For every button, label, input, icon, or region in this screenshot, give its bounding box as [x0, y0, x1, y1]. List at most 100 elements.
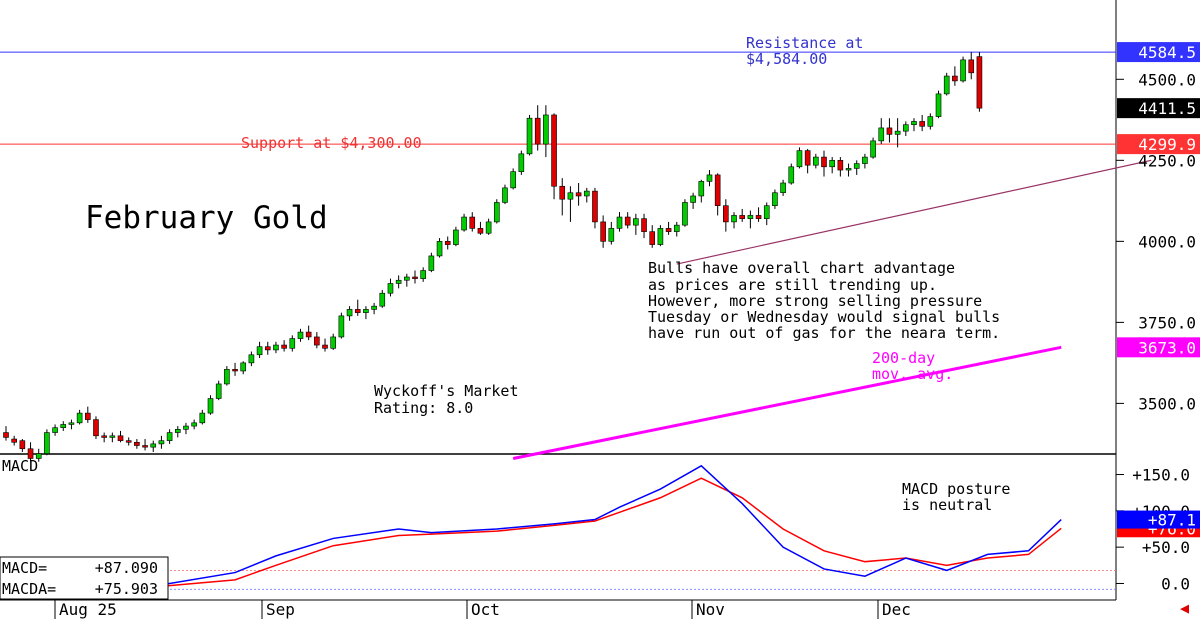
candle-body	[665, 228, 672, 232]
commentary-line-1: Bulls have overall chart advantage	[648, 259, 955, 277]
candle-body	[354, 309, 361, 313]
candle-body	[387, 283, 394, 294]
commentary-line-3: However, more strong selling pressure	[648, 292, 982, 310]
candle-body	[862, 156, 868, 164]
candle-body	[134, 441, 140, 446]
candle-body	[706, 174, 713, 182]
candle-body	[379, 292, 386, 307]
candle-body	[305, 331, 312, 338]
candle-body	[657, 228, 664, 245]
time-tick-label: Oct	[471, 600, 500, 619]
candle-body	[543, 114, 549, 145]
candle-body	[960, 59, 966, 82]
candle-body	[363, 309, 369, 313]
candle-body	[902, 124, 909, 132]
candle-body	[109, 435, 116, 438]
macd-panel-label: MACD	[2, 457, 38, 475]
candle-body	[510, 171, 516, 189]
candle-body	[85, 412, 91, 420]
candle-body	[273, 344, 279, 351]
candle-body	[927, 116, 934, 127]
macd-note-line1: MACD posture	[902, 480, 1010, 498]
candle-body	[289, 338, 296, 349]
macd-readout-value: +87.090	[95, 559, 158, 577]
candle-body	[935, 93, 942, 117]
candle-body	[485, 221, 492, 234]
ma200-price-tag	[1117, 337, 1200, 358]
candle-body	[52, 427, 58, 433]
candle-body	[93, 419, 99, 437]
candle-body	[428, 255, 435, 271]
candle-body	[747, 215, 754, 219]
candle-body	[444, 241, 451, 245]
candle-body	[723, 205, 729, 223]
commentary-line-5: have run out of gas for the neara term.	[648, 324, 1000, 342]
candle-body	[404, 276, 410, 281]
support-price-tag-text: 4299.9	[1138, 135, 1196, 154]
candle-body	[469, 216, 476, 229]
candle-body	[493, 202, 500, 223]
candle-body	[215, 383, 222, 399]
support-price-tag	[1117, 134, 1200, 155]
candle-body	[27, 448, 34, 459]
ma200-line	[512, 345, 1062, 460]
resistance-price-tag	[1117, 42, 1200, 63]
candle-body	[117, 435, 124, 441]
candle-body	[952, 75, 958, 82]
back-arrow-icon[interactable]: ◀	[1180, 599, 1190, 617]
candle-body	[600, 221, 606, 242]
candle-body	[968, 59, 975, 74]
candle-body	[673, 224, 680, 232]
candle-body	[780, 182, 786, 194]
candle-body	[240, 362, 247, 372]
resistance-annotation-line1: Resistance at	[746, 34, 863, 52]
candle-body	[281, 344, 287, 349]
time-tick-label: Nov	[696, 600, 725, 619]
candle-body	[633, 218, 639, 226]
candle-body	[813, 156, 819, 166]
candle-body	[796, 150, 803, 168]
macd-readout-label: MACD=	[2, 559, 47, 577]
candle-body	[68, 422, 75, 425]
candle-body	[755, 215, 762, 219]
candle-body	[853, 163, 860, 169]
candle-body	[649, 231, 656, 245]
price-axis-ticks: 4500.0 4250.0 4000.0 3750.0 3500.0	[1116, 70, 1196, 413]
candle-body	[264, 346, 271, 351]
candle-body	[583, 190, 590, 197]
candle-body	[199, 412, 206, 424]
candle-body	[518, 153, 525, 172]
candle-body	[11, 438, 17, 443]
candle-body	[714, 174, 721, 206]
macda-line	[5, 477, 1062, 587]
candle-body	[224, 369, 230, 385]
candle-body	[911, 121, 917, 125]
candle-body	[575, 192, 582, 197]
resistance-annotation-line2: $4,584.00	[746, 50, 827, 68]
candle-body	[3, 432, 9, 438]
macd-note-line2: is neutral	[902, 496, 992, 514]
candle-body	[739, 215, 746, 219]
candle-body	[420, 270, 426, 279]
last-price-tag	[1117, 98, 1200, 119]
candle-body	[60, 424, 67, 428]
candle-body	[35, 453, 42, 459]
candle-body	[641, 218, 647, 232]
candle-body	[338, 315, 345, 338]
candle-body	[763, 205, 770, 219]
candle-body	[44, 432, 50, 454]
candle-body	[608, 228, 615, 242]
candle-body	[788, 166, 795, 184]
candle-body	[592, 190, 598, 223]
candle-body	[248, 354, 255, 364]
candle-body	[158, 440, 165, 445]
candle-body	[551, 114, 557, 187]
candle-body	[682, 202, 688, 226]
candle-body	[453, 229, 459, 245]
candle-body	[395, 279, 402, 284]
candle-body	[101, 435, 107, 438]
candle-body	[314, 336, 320, 346]
candle-body	[461, 216, 467, 231]
candle-body	[534, 117, 541, 145]
candle-body	[845, 168, 852, 171]
